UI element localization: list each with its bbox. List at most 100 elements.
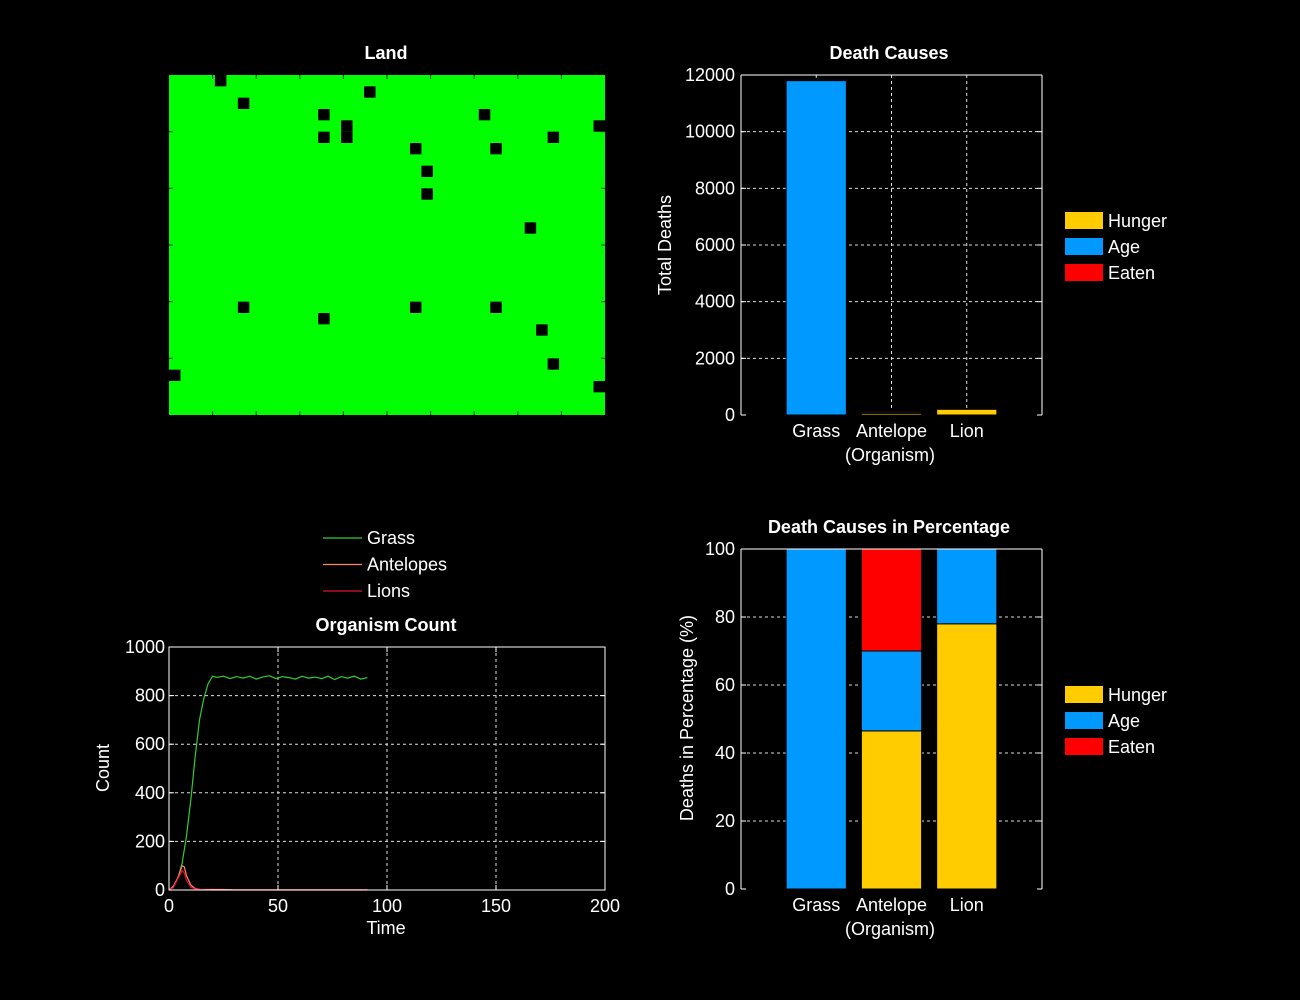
land-occupied-cell (318, 131, 330, 143)
land-occupied-cell (547, 358, 560, 370)
y-tick-label: 4000 (695, 292, 735, 312)
x-tick-label: Grass (792, 421, 840, 441)
land-occupied-cell (237, 97, 250, 109)
bar-age-antelope (860, 650, 923, 732)
land-occupied-cell (341, 120, 353, 132)
organism-count-x-ticks: 0 50 100 150 200 (164, 647, 620, 916)
land-area (169, 75, 605, 415)
series-line-grass (168, 675, 368, 891)
organism-count-title: Organism Count (315, 615, 456, 635)
land-occupied-cell (421, 165, 433, 177)
land-occupied-cell (409, 301, 422, 313)
death-causes-xlabel: (Organism) (845, 445, 935, 465)
death-causes-ylabel: Total Deaths (655, 195, 675, 295)
land-occupied-cell (341, 131, 353, 143)
land-ticks (169, 75, 605, 415)
y-tick-label: 0 (725, 879, 735, 899)
y-tick-label: 8000 (695, 178, 735, 198)
y-tick-label: 6000 (695, 235, 735, 255)
legend-swatch-age (1065, 238, 1103, 255)
y-tick-label: 800 (135, 686, 165, 706)
organism-count-xlabel: Time (366, 918, 405, 938)
y-tick-label: 0 (155, 880, 165, 900)
land-cells (169, 75, 605, 393)
death-percentage-legend: Hunger Age Eaten (1065, 685, 1167, 757)
organism-count-panel: Grass Antelopes Lions Organism Count 0 200 4… (93, 528, 620, 938)
x-tick-label: 200 (590, 896, 620, 916)
land-occupied-cell (593, 381, 605, 393)
x-tick-label: 150 (481, 896, 511, 916)
legend-label-age: Age (1108, 711, 1140, 731)
x-tick-label: Antelope (856, 895, 927, 915)
legend-label-age: Age (1108, 237, 1140, 257)
land-occupied-cell (318, 313, 330, 325)
land-occupied-cell (169, 369, 181, 381)
land-panel: Land (169, 43, 605, 415)
death-causes-x-ticks: Grass Antelope Lion (792, 421, 984, 441)
bar-hunger-antelope (860, 730, 923, 890)
legend-label-hunger: Hunger (1108, 211, 1167, 231)
legend-label-antelopes: Antelopes (367, 555, 447, 575)
x-tick-label: 100 (372, 896, 402, 916)
legend-label-eaten: Eaten (1108, 737, 1155, 757)
land-occupied-cell (237, 301, 250, 313)
death-causes-bars (785, 80, 998, 416)
land-occupied-cell (524, 222, 537, 234)
bar-eaten-antelope (860, 548, 923, 652)
land-occupied-cell (214, 75, 227, 87)
y-tick-label: 1000 (125, 637, 165, 657)
land-occupied-cell (593, 120, 605, 132)
death-causes-legend: Hunger Age Eaten (1065, 211, 1167, 283)
legend-label-eaten: Eaten (1108, 263, 1155, 283)
y-tick-label: 200 (135, 831, 165, 851)
death-percentage-axes (740, 548, 1043, 889)
bar-age-grass (785, 80, 847, 416)
land-occupied-cell (536, 324, 548, 336)
x-tick-label: Grass (792, 895, 840, 915)
organism-count-legend: Grass Antelopes Lions (323, 528, 447, 601)
bar-age-grass (785, 548, 847, 890)
y-tick-label: 600 (135, 734, 165, 754)
bar-eaten-antelope (860, 410, 923, 413)
legend-swatch-hunger (1065, 686, 1103, 703)
bar-hunger-lion (936, 408, 998, 416)
legend-swatch-eaten (1065, 738, 1103, 755)
legend-swatch-hunger (1065, 212, 1103, 229)
x-tick-label: Lion (950, 895, 984, 915)
bar-hunger-lion (936, 623, 998, 890)
y-tick-label: 20 (715, 811, 735, 831)
legend-label-lions: Lions (367, 581, 410, 601)
y-tick-label: 2000 (695, 348, 735, 368)
legend-label-grass: Grass (367, 528, 415, 548)
legend-label-hunger: Hunger (1108, 685, 1167, 705)
bar-age-lion (936, 548, 998, 625)
organism-count-y-ticks: 0 200 400 600 800 1000 (125, 637, 605, 900)
death-percentage-ylabel: Deaths in Percentage (%) (677, 615, 697, 821)
x-tick-label: Antelope (856, 421, 927, 441)
land-occupied-cell (478, 109, 491, 121)
death-percentage-title: Death Causes in Percentage (768, 517, 1010, 537)
land-occupied-cell (364, 86, 376, 98)
land-occupied-cell (490, 143, 502, 155)
legend-swatch-eaten (1065, 264, 1103, 281)
death-percentage-x-ticks: Grass Antelope Lion (792, 895, 984, 915)
y-tick-label: 40 (715, 743, 735, 763)
land-occupied-cell (421, 188, 433, 200)
y-tick-label: 12000 (685, 65, 735, 85)
y-tick-label: 80 (715, 607, 735, 627)
legend-swatch-age (1065, 712, 1103, 729)
x-tick-label: 0 (164, 896, 174, 916)
death-percentage-bars (785, 548, 998, 890)
death-percentage-panel: Death Causes in Percentage 020406080100 … (677, 517, 1167, 939)
death-percentage-xlabel: (Organism) (845, 919, 935, 939)
land-title: Land (365, 43, 408, 63)
organism-count-ylabel: Count (93, 744, 113, 792)
y-tick-label: 60 (715, 675, 735, 695)
x-tick-label: 50 (268, 896, 288, 916)
land-occupied-cell (409, 143, 422, 155)
y-tick-label: 10000 (685, 122, 735, 142)
death-causes-title: Death Causes (829, 43, 948, 63)
organism-count-grid (169, 647, 605, 890)
death-causes-panel: Death Causes 0 2000 4000 6000 8000 10000 12000… (655, 43, 1167, 465)
x-tick-label: Lion (950, 421, 984, 441)
